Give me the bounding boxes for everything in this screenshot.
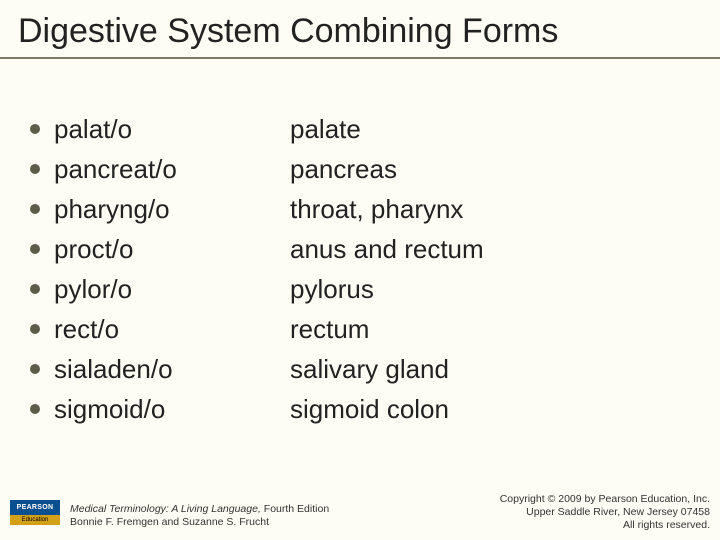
- logo-bottom: Education: [10, 515, 60, 525]
- bullet-icon: [30, 404, 40, 414]
- list-item: pylor/o: [30, 269, 290, 309]
- meaning-label: rectum: [290, 314, 369, 345]
- list-item: anus and rectum: [290, 229, 650, 269]
- term-label: pancreat/o: [54, 154, 177, 185]
- copyright-line: All rights reserved.: [623, 519, 710, 531]
- list-item: throat, pharynx: [290, 189, 650, 229]
- meaning-label: pancreas: [290, 154, 397, 185]
- copyright-line: Copyright © 2009 by Pearson Education, I…: [500, 493, 710, 505]
- bullet-icon: [30, 244, 40, 254]
- meaning-label: sigmoid colon: [290, 394, 449, 425]
- term-label: sialaden/o: [54, 354, 173, 385]
- citation-authors: Bonnie F. Fremgen and Suzanne S. Frucht: [70, 516, 269, 528]
- list-item: palate: [290, 109, 650, 149]
- list-item: rectum: [290, 309, 650, 349]
- term-label: rect/o: [54, 314, 119, 345]
- list-item: pylorus: [290, 269, 650, 309]
- citation: Medical Terminology: A Living Language, …: [70, 503, 329, 529]
- term-label: pharyng/o: [54, 194, 170, 225]
- footer-left: PEARSON Education Medical Terminology: A…: [10, 500, 329, 532]
- title-bar: Digestive System Combining Forms: [0, 0, 720, 59]
- meaning-label: anus and rectum: [290, 234, 484, 265]
- list-item: pharyng/o: [30, 189, 290, 229]
- copyright: Copyright © 2009 by Pearson Education, I…: [500, 493, 710, 532]
- list-item: salivary gland: [290, 349, 650, 389]
- bullet-icon: [30, 124, 40, 134]
- bullet-icon: [30, 164, 40, 174]
- list-item: sigmoid/o: [30, 389, 290, 429]
- bullet-icon: [30, 364, 40, 374]
- bullet-icon: [30, 324, 40, 334]
- content-area: palat/o pancreat/o pharyng/o proct/o pyl…: [0, 59, 720, 429]
- copyright-line: Upper Saddle River, New Jersey 07458: [526, 506, 710, 518]
- term-label: sigmoid/o: [54, 394, 165, 425]
- terms-column: palat/o pancreat/o pharyng/o proct/o pyl…: [30, 109, 290, 429]
- publisher-logo: PEARSON Education: [10, 500, 60, 532]
- list-item: sialaden/o: [30, 349, 290, 389]
- list-item: palat/o: [30, 109, 290, 149]
- list-item: pancreat/o: [30, 149, 290, 189]
- logo-top: PEARSON: [10, 500, 60, 515]
- footer: PEARSON Education Medical Terminology: A…: [10, 493, 710, 532]
- list-item: rect/o: [30, 309, 290, 349]
- term-label: proct/o: [54, 234, 134, 265]
- list-item: sigmoid colon: [290, 389, 650, 429]
- citation-book: Medical Terminology: A Living Language,: [70, 503, 261, 515]
- term-label: pylor/o: [54, 274, 132, 305]
- bullet-icon: [30, 204, 40, 214]
- term-label: palat/o: [54, 114, 132, 145]
- meaning-label: salivary gland: [290, 354, 449, 385]
- meaning-label: palate: [290, 114, 361, 145]
- page-title: Digestive System Combining Forms: [18, 12, 720, 51]
- meaning-label: throat, pharynx: [290, 194, 463, 225]
- meanings-column: palate pancreas throat, pharynx anus and…: [290, 109, 650, 429]
- bullet-icon: [30, 284, 40, 294]
- list-item: proct/o: [30, 229, 290, 269]
- list-item: pancreas: [290, 149, 650, 189]
- citation-edition: Fourth Edition: [261, 503, 329, 515]
- meaning-label: pylorus: [290, 274, 374, 305]
